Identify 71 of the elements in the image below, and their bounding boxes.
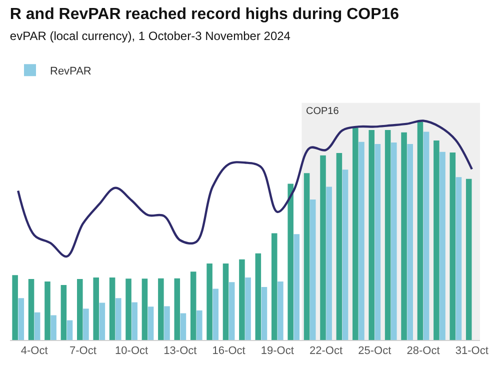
bar	[391, 142, 397, 340]
bar	[44, 281, 50, 340]
bar	[368, 130, 374, 340]
x-tick-label: 7-Oct	[69, 345, 96, 358]
bar	[304, 173, 310, 340]
bar	[164, 306, 170, 340]
bar	[190, 272, 196, 340]
bar	[34, 312, 40, 340]
bar	[358, 142, 364, 340]
bar	[320, 155, 326, 340]
bar	[288, 184, 294, 340]
bar	[374, 144, 381, 340]
x-tick-label: 28-Oct	[406, 345, 440, 358]
bar	[384, 130, 391, 340]
bar	[206, 263, 212, 340]
band-label: COP16	[306, 106, 340, 117]
bar	[261, 286, 268, 340]
bar	[12, 275, 18, 340]
bar	[28, 279, 34, 340]
bar	[148, 306, 154, 340]
bar	[423, 132, 430, 340]
bar	[417, 122, 424, 340]
bar	[278, 281, 284, 340]
bar	[450, 152, 456, 340]
bar	[407, 144, 413, 340]
bar	[77, 279, 83, 340]
bar	[142, 278, 148, 340]
bar	[342, 170, 348, 340]
chart-subtitle: evPAR (local currency), 1 October-3 November 2024	[10, 28, 291, 43]
x-tick-label: 16-Oct	[212, 345, 246, 358]
bar	[83, 308, 89, 340]
x-tick-label: 19-Oct	[260, 345, 294, 358]
bar	[310, 199, 316, 340]
bar	[132, 302, 138, 340]
bar	[158, 278, 164, 340]
bar	[126, 278, 132, 340]
bar	[245, 278, 251, 340]
bar	[271, 233, 278, 340]
chart-title: R and RevPAR reached record highs during COP16	[10, 6, 400, 23]
bar	[326, 186, 332, 340]
bar	[66, 320, 73, 340]
bar	[434, 140, 440, 340]
bar	[228, 282, 235, 340]
bar	[239, 259, 245, 340]
bar	[196, 310, 202, 340]
x-tick-label: 13-Oct	[164, 345, 197, 358]
bar	[109, 278, 116, 340]
bar	[93, 278, 99, 340]
x-tick-label: 22-Oct	[310, 345, 343, 358]
x-tick-label: 25-Oct	[358, 345, 392, 358]
bar	[174, 278, 180, 340]
bar	[18, 298, 24, 340]
bar	[336, 153, 342, 340]
bar	[222, 263, 229, 340]
bar	[99, 302, 106, 340]
bar	[60, 284, 67, 340]
bar	[352, 128, 358, 340]
bar	[212, 288, 219, 340]
bar	[50, 315, 56, 340]
bar	[456, 177, 462, 340]
bar	[180, 313, 186, 340]
bar	[255, 253, 262, 340]
x-tick-label: 10-Oct	[115, 345, 148, 358]
legend-label: RevPAR	[50, 65, 92, 78]
bar	[294, 234, 300, 340]
x-tick-label: 31-Oct	[455, 345, 488, 358]
bar	[440, 152, 446, 340]
x-tick-label: 4-Oct	[20, 345, 48, 358]
bar	[401, 132, 407, 340]
bar	[466, 178, 472, 340]
bar	[116, 298, 122, 340]
